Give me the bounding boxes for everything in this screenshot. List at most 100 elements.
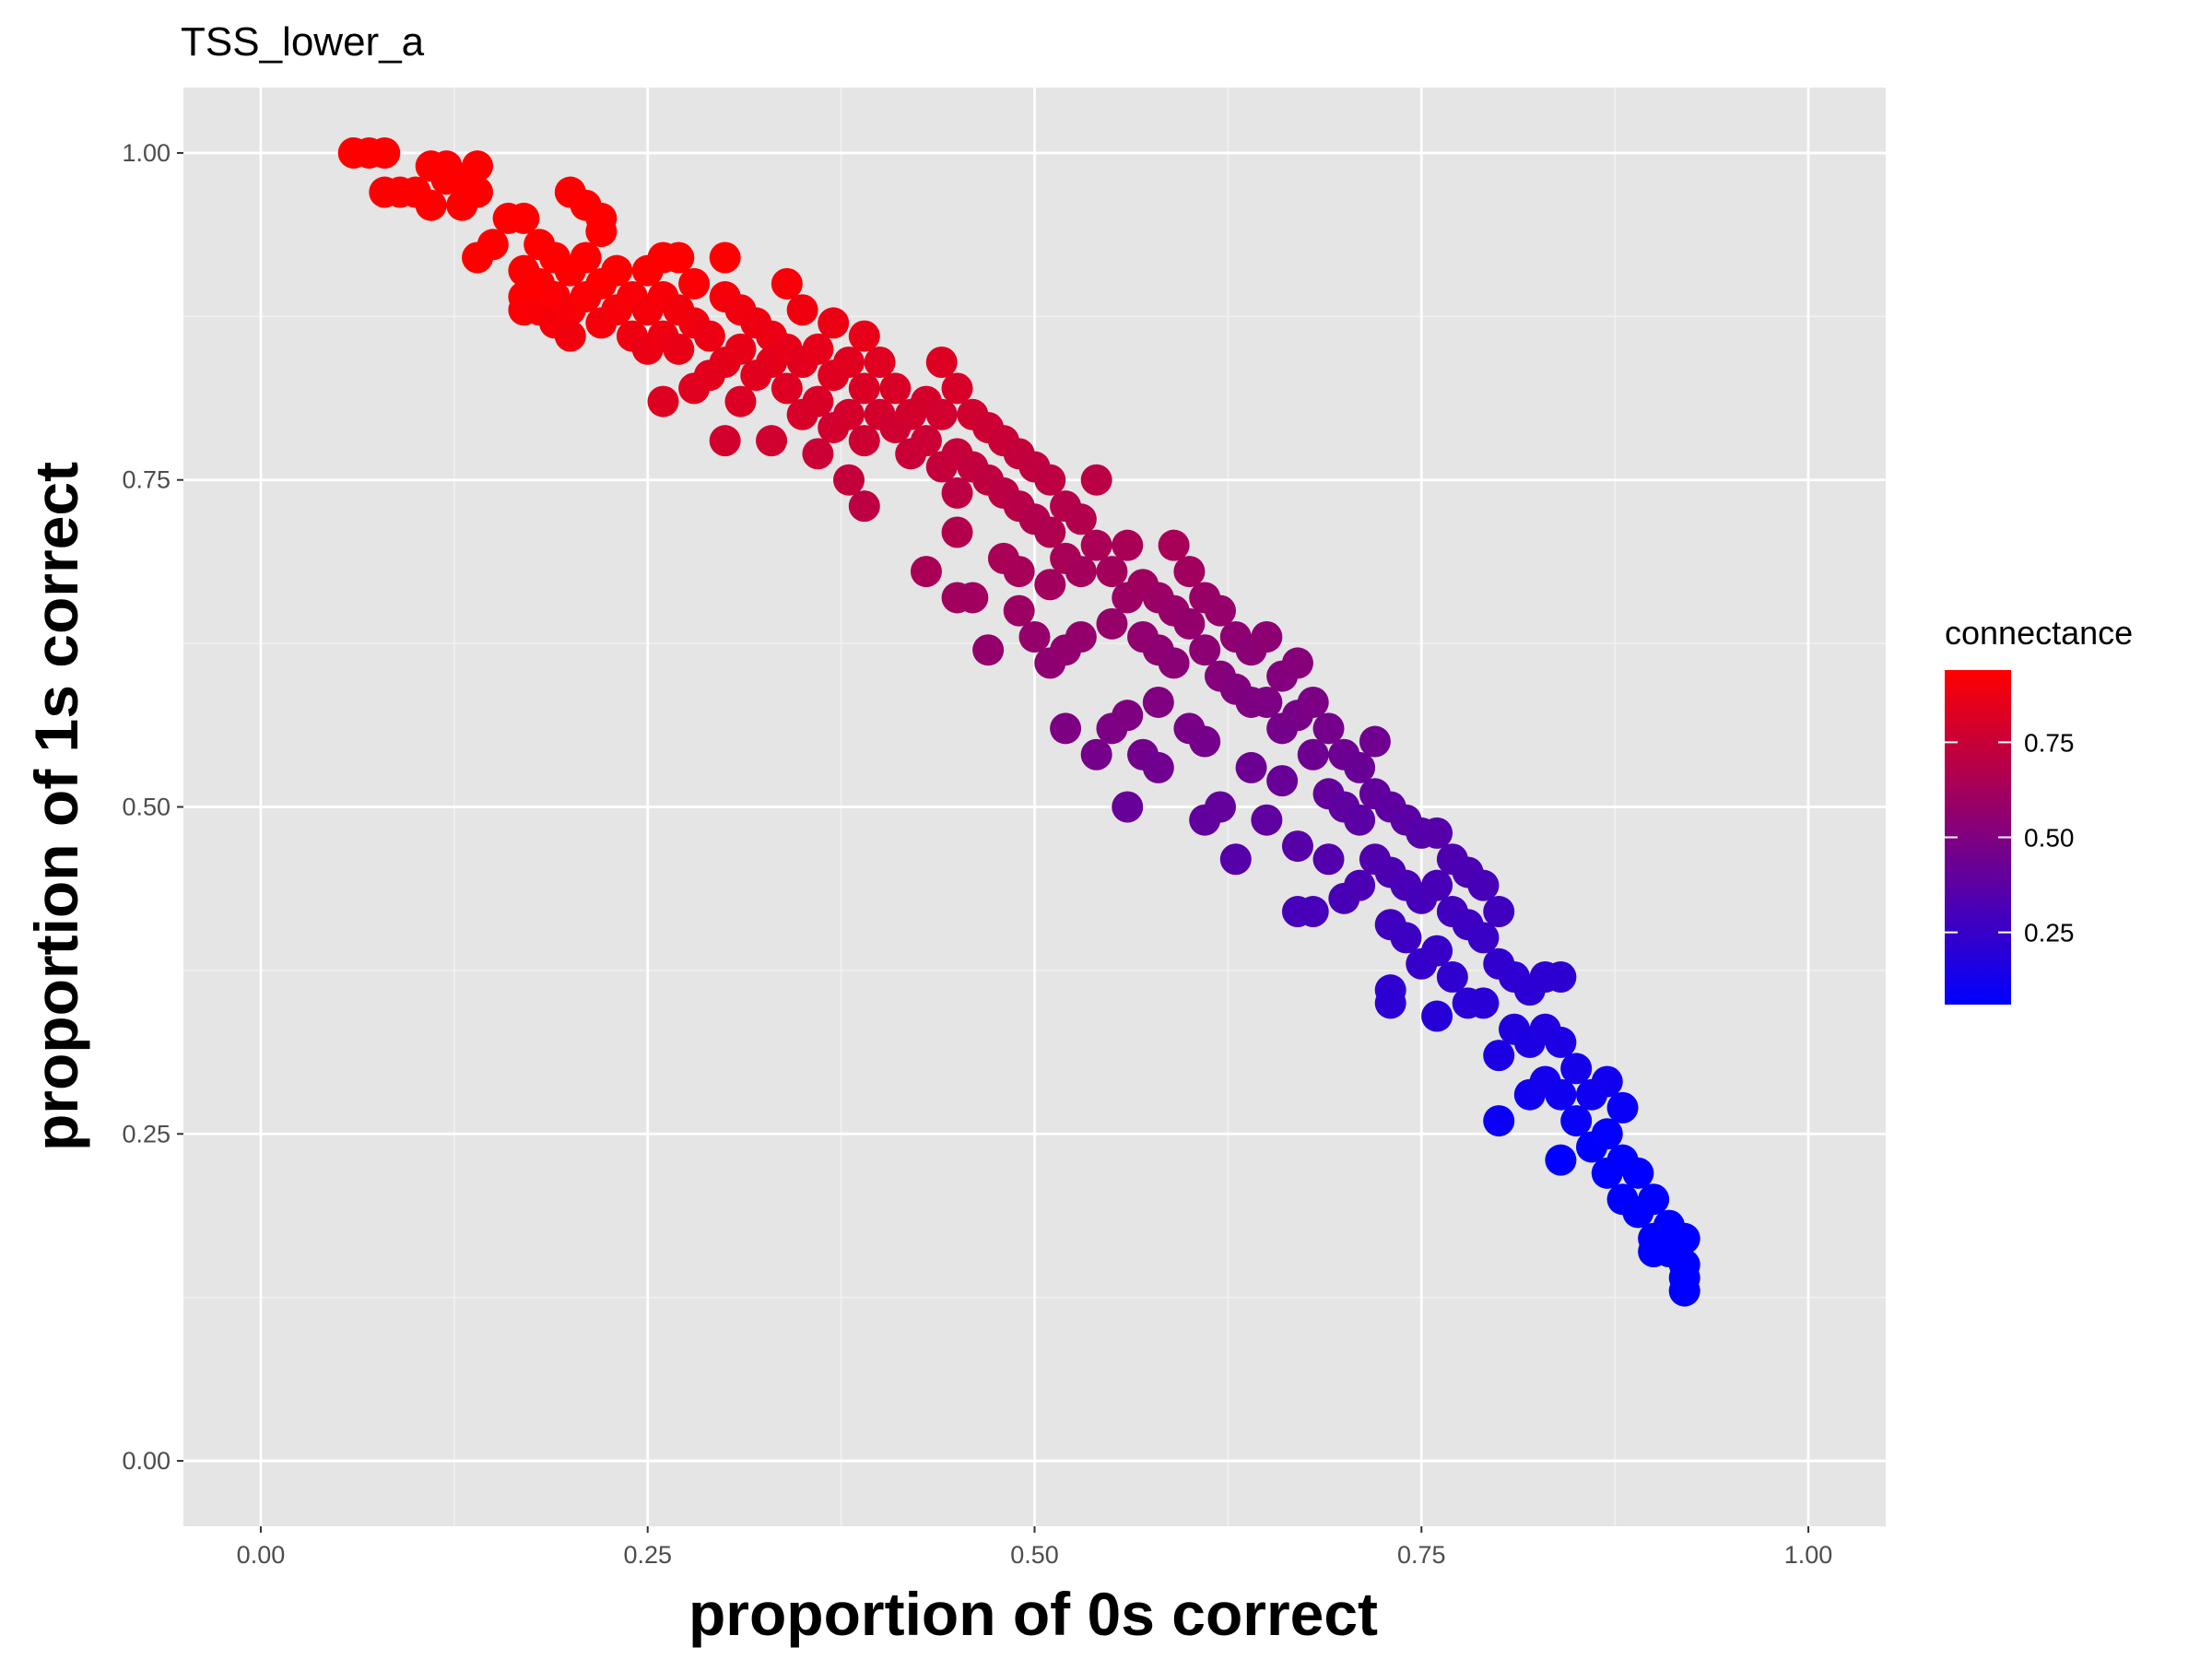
data-point — [848, 425, 880, 457]
data-point — [1189, 634, 1221, 666]
data-point — [1606, 1091, 1639, 1124]
data-point — [1112, 791, 1144, 823]
y-tick-label: 0.00 — [122, 1447, 171, 1475]
data-point — [1560, 1105, 1593, 1137]
data-point — [925, 398, 958, 430]
data-point — [1668, 1222, 1700, 1254]
y-tick-label: 0.50 — [122, 794, 171, 821]
data-point — [663, 333, 695, 365]
data-point — [1281, 830, 1313, 863]
x-tick-label: 0.25 — [623, 1541, 672, 1569]
data-point — [1251, 686, 1283, 718]
data-point — [1281, 647, 1313, 679]
data-point — [1467, 922, 1500, 954]
colorbar-label: 0.25 — [2024, 919, 2075, 947]
data-point — [1344, 804, 1376, 836]
data-point — [1483, 1040, 1515, 1072]
y-tick-label: 0.75 — [122, 466, 171, 494]
data-point — [647, 385, 679, 418]
data-point — [972, 634, 1005, 666]
data-point — [802, 385, 834, 418]
data-point — [1591, 1065, 1623, 1098]
data-point — [957, 582, 989, 614]
data-point — [848, 490, 880, 523]
data-point — [1096, 556, 1128, 588]
data-point — [709, 425, 741, 457]
data-point — [1545, 1078, 1577, 1111]
data-point — [462, 150, 494, 182]
data-point — [833, 464, 865, 496]
data-point — [910, 556, 942, 588]
data-point — [1266, 765, 1299, 797]
data-point — [1483, 1105, 1515, 1137]
x-axis-title: proportion of 0s correct — [688, 1580, 1378, 1648]
data-point — [848, 372, 880, 405]
data-point — [570, 241, 602, 274]
data-point — [1312, 712, 1345, 745]
data-point — [1638, 1183, 1670, 1216]
data-point — [848, 320, 880, 352]
data-point — [1312, 843, 1345, 876]
data-point — [1112, 700, 1144, 732]
data-point — [1421, 935, 1453, 967]
data-point — [1344, 869, 1376, 901]
data-points — [337, 136, 1700, 1307]
data-point — [1065, 503, 1097, 535]
data-point — [1204, 594, 1236, 627]
data-point — [585, 216, 618, 248]
data-point — [1359, 725, 1391, 758]
data-point — [1591, 1118, 1623, 1150]
data-point — [1219, 843, 1252, 876]
data-point — [1297, 896, 1329, 928]
data-point — [477, 229, 509, 261]
data-point — [1297, 686, 1329, 718]
colorbar-label: 0.75 — [2024, 728, 2075, 757]
data-point — [1173, 607, 1206, 640]
data-point — [1003, 594, 1035, 627]
colorbar-label: 0.50 — [2024, 824, 2075, 853]
data-point — [1545, 1144, 1577, 1176]
data-point — [833, 347, 865, 379]
x-tick-label: 0.00 — [237, 1541, 286, 1569]
chart-title: TSS_lower_a — [181, 19, 425, 65]
data-point — [508, 202, 540, 234]
data-point — [1390, 922, 1422, 954]
data-point — [756, 425, 788, 457]
data-point — [1142, 686, 1174, 718]
data-point — [941, 477, 973, 509]
y-axis-title: proportion of 1s correct — [22, 462, 90, 1151]
data-point — [1297, 738, 1329, 771]
data-point — [1080, 529, 1112, 561]
data-point — [1096, 607, 1128, 640]
y-axis-ticks: 0.00 0.25 0.50 0.75 1.00 — [122, 139, 183, 1475]
data-point — [1251, 621, 1283, 653]
x-axis-ticks: 0.00 0.25 0.50 0.75 1.00 — [237, 1526, 1832, 1569]
legend: connectance 0.25 0.50 0.75 — [1945, 614, 2133, 1005]
data-point — [1189, 725, 1221, 758]
data-point — [1436, 960, 1468, 993]
data-point — [1344, 751, 1376, 783]
data-point — [864, 347, 896, 379]
data-point — [709, 241, 741, 274]
data-point — [1158, 529, 1190, 561]
data-point — [1003, 556, 1035, 588]
data-point — [1080, 464, 1112, 496]
data-point — [910, 425, 942, 457]
grid-major — [183, 88, 1886, 1526]
x-tick-label: 0.75 — [1397, 1541, 1446, 1569]
data-point — [802, 333, 834, 365]
colorbar-breaks: 0.25 0.50 0.75 — [1945, 728, 2075, 947]
data-point — [1158, 647, 1190, 679]
data-point — [1034, 569, 1066, 601]
data-point — [1421, 1000, 1453, 1032]
data-point — [415, 189, 447, 221]
data-point — [1080, 738, 1112, 771]
data-point — [1173, 556, 1206, 588]
data-point — [1483, 896, 1515, 928]
data-point — [601, 254, 633, 287]
data-point — [1142, 751, 1174, 783]
data-point — [1034, 516, 1066, 548]
data-point — [941, 372, 973, 405]
data-point — [1034, 464, 1066, 496]
data-point — [1065, 621, 1097, 653]
